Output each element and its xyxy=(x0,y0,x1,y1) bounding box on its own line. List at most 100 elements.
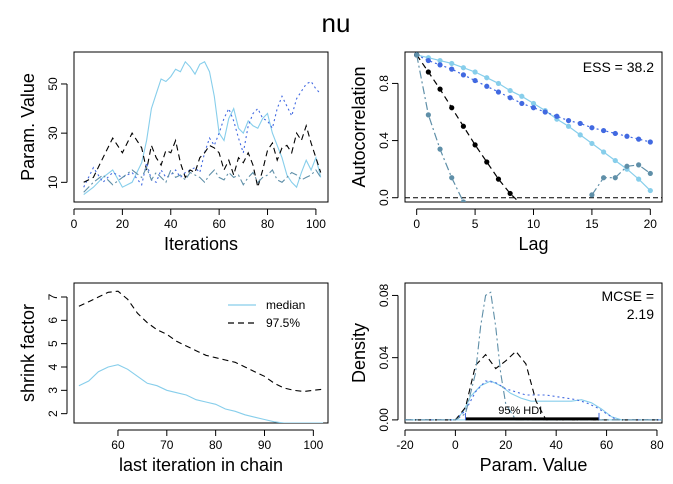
acf-point xyxy=(636,176,642,182)
density-x-tick-label: 0 xyxy=(452,438,459,452)
trace-x-tick-label: 60 xyxy=(212,217,226,231)
trace-x-tick-label: 100 xyxy=(306,217,326,231)
shrink-y-tick-label: 5 xyxy=(46,340,60,347)
autocorrelation-x-axis: 0 5 10 15 20 Lag xyxy=(413,208,658,254)
acf-point xyxy=(612,130,618,137)
density-y-tick-label: 0.08 xyxy=(377,283,391,307)
shrink-x-tick-label: 100 xyxy=(303,438,323,452)
acf-point xyxy=(449,66,455,72)
mcse-annotation-line: MCSE = xyxy=(601,288,654,304)
autocorrelation-x-tick-label: 20 xyxy=(644,217,658,231)
trace-x-tick-label: 0 xyxy=(71,217,78,231)
trace-series-line-2 xyxy=(83,123,322,188)
acf-point xyxy=(577,120,583,127)
acf-point xyxy=(565,117,572,124)
acf-point xyxy=(530,105,537,111)
acf-point xyxy=(600,175,607,181)
shrink-x-axis: 60 70 80 90 100 last iteration in chain xyxy=(111,429,324,475)
trace-x-axis: 0 20 40 60 80 100 Iterations xyxy=(71,208,326,254)
acf-point xyxy=(519,202,524,207)
acf-point xyxy=(636,162,642,168)
shrink-series-line-0 xyxy=(78,364,324,423)
acf-line-3 xyxy=(416,54,464,202)
shrink-series-line-1 xyxy=(78,290,324,393)
acf-point xyxy=(484,83,490,89)
acf-point xyxy=(647,170,653,177)
shrink-x-label: last iteration in chain xyxy=(119,455,283,475)
hdi-label: 95% HDI xyxy=(498,405,542,417)
density-x-tick-label: 80 xyxy=(650,438,664,452)
legend-entry: median xyxy=(266,298,305,312)
acf-point xyxy=(647,187,653,194)
acf-point xyxy=(612,157,618,164)
autocorrelation-panel: 0 5 10 15 20 Lag 0.0 0.4 0.8 Autocorrelation ESS =… xyxy=(349,51,663,254)
acf-point xyxy=(449,105,455,111)
acf-line-0 xyxy=(416,54,651,192)
trace-panel: 0 20 40 60 80 100 Iterations 10 30 50 Param. Value xyxy=(18,51,329,254)
shrink-series-group xyxy=(78,290,324,423)
autocorrelation-x-tick-label: 0 xyxy=(413,217,420,231)
acf-point xyxy=(484,75,490,81)
acf-point xyxy=(624,163,630,169)
shrink-panel: 60 70 80 90 100 last iteration in chain 2 3 4 5 6 7… xyxy=(18,282,329,475)
density-panel: -20 0 20 40 60 80 Param. Value 0.00 0.04 0.08 Dens… xyxy=(349,282,664,475)
trace-x-tick-label: 80 xyxy=(261,217,275,231)
acf-line-1 xyxy=(416,54,651,143)
acf-point xyxy=(530,100,537,107)
acf-point xyxy=(472,142,478,148)
acf-point xyxy=(507,190,513,197)
density-x-tick-label: 20 xyxy=(499,438,513,452)
acf-point xyxy=(577,132,583,138)
acf-point xyxy=(437,57,443,64)
trace-frame xyxy=(73,51,329,203)
acf-point xyxy=(449,60,455,67)
acf-point xyxy=(554,113,560,119)
density-series-line-3 xyxy=(405,291,662,421)
autocorrelation-x-tick-label: 5 xyxy=(472,217,479,231)
ess-annotation: ESS = 38.2 xyxy=(583,59,654,75)
acf-point xyxy=(600,149,607,155)
acf-point xyxy=(460,199,467,202)
acf-point xyxy=(612,175,618,181)
autocorrelation-frame xyxy=(404,51,663,203)
figure-title: nu xyxy=(322,8,351,38)
autocorrelation-y-axis: 0.0 0.4 0.8 Autocorrelation xyxy=(349,66,399,206)
acf-point xyxy=(449,175,455,181)
shrink-x-tick-label: 70 xyxy=(160,438,174,452)
acf-point xyxy=(600,127,607,134)
shrink-x-tick-label: 80 xyxy=(209,438,223,452)
density-x-label: Param. Value xyxy=(480,455,588,475)
acf-point xyxy=(437,86,443,92)
trace-series-line-0 xyxy=(83,60,322,196)
shrink-y-tick-label: 2 xyxy=(46,410,60,417)
legend-entry: 97.5% xyxy=(266,316,300,330)
acf-line-3 xyxy=(591,164,651,196)
acf-point xyxy=(425,57,431,64)
acf-point xyxy=(460,65,467,71)
acf-point xyxy=(425,69,431,75)
acf-point xyxy=(414,52,420,58)
acf-point xyxy=(495,176,502,182)
autocorrelation-y-label: Autocorrelation xyxy=(349,66,369,187)
trace-series-line-3 xyxy=(83,166,322,193)
acf-point xyxy=(589,140,595,147)
density-x-tick-label: 60 xyxy=(600,438,614,452)
acf-point xyxy=(589,125,595,131)
acf-point xyxy=(565,123,572,129)
acf-point xyxy=(519,100,525,107)
acf-point xyxy=(437,146,443,152)
density-series-line-0 xyxy=(405,380,662,421)
shrink-frame xyxy=(73,282,329,424)
acf-point xyxy=(495,89,502,95)
shrink-y-tick-label: 4 xyxy=(46,363,60,370)
autocorrelation-y-tick-label: 0.4 xyxy=(377,132,391,149)
density-y-tick-label: 0.04 xyxy=(377,346,391,370)
shrink-x-tick-label: 90 xyxy=(258,438,272,452)
trace-y-tick-label: 50 xyxy=(46,77,60,91)
density-x-axis: -20 0 20 40 60 80 Param. Value xyxy=(396,429,664,475)
trace-x-tick-label: 20 xyxy=(116,217,130,231)
acf-point xyxy=(542,109,548,115)
trace-series-line-1 xyxy=(83,80,322,188)
acf-point xyxy=(507,95,513,101)
